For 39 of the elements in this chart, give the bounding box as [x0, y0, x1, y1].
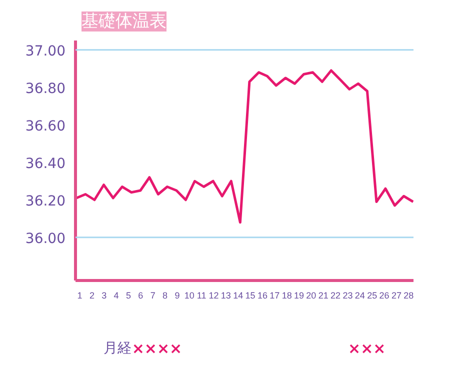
x-tick-label: 26 [379, 290, 390, 300]
x-tick-label: 16 [257, 290, 268, 300]
x-tick-label: 10 [184, 290, 194, 300]
x-tick-label: 4 [114, 290, 119, 300]
x-tick-label: 14 [233, 290, 244, 300]
y-tick-label: 37.00 [25, 43, 66, 60]
y-tick-label: 36.80 [25, 80, 66, 97]
x-tick-label: 3 [102, 290, 107, 300]
text: ××× [348, 340, 386, 358]
x-tick-label: 24 [354, 290, 365, 300]
x-tick-label: 25 [367, 290, 378, 300]
x-tick-label: 12 [208, 290, 219, 300]
x-tick-label: 1 [77, 290, 82, 300]
y-tick-label: 36.00 [25, 230, 66, 247]
x-tick-label: 15 [245, 290, 256, 300]
x-tick-label: 20 [306, 290, 316, 300]
x-tick-label: 9 [174, 290, 180, 300]
text: 月経 [103, 340, 132, 356]
x-tick-label: 5 [126, 290, 131, 300]
x-tick-label: 18 [282, 290, 292, 300]
x-tick-label: 28 [404, 290, 414, 300]
x-tick-label: 17 [270, 290, 280, 300]
text: ×××× [132, 340, 182, 358]
x-tick-label: 13 [220, 290, 231, 300]
x-tick-label: 6 [138, 290, 144, 300]
x-tick-label: 2 [89, 290, 94, 300]
x-tick-label: 22 [330, 290, 341, 300]
chart-title: 基礎体温表 [82, 12, 166, 32]
x-tick-label: 27 [391, 290, 402, 300]
x-tick-label: 21 [318, 290, 328, 300]
x-tick-label: 23 [342, 290, 353, 300]
x-tick-label: 7 [150, 290, 156, 300]
y-tick-label: 36.60 [25, 118, 66, 134]
x-tick-label: 19 [294, 290, 304, 300]
y-tick-label: 36.20 [25, 193, 66, 210]
y-tick-label: 36.40 [25, 156, 66, 172]
x-tick-label: 8 [162, 290, 168, 300]
line-series [76, 69, 414, 224]
x-tick-label: 11 [196, 290, 206, 300]
